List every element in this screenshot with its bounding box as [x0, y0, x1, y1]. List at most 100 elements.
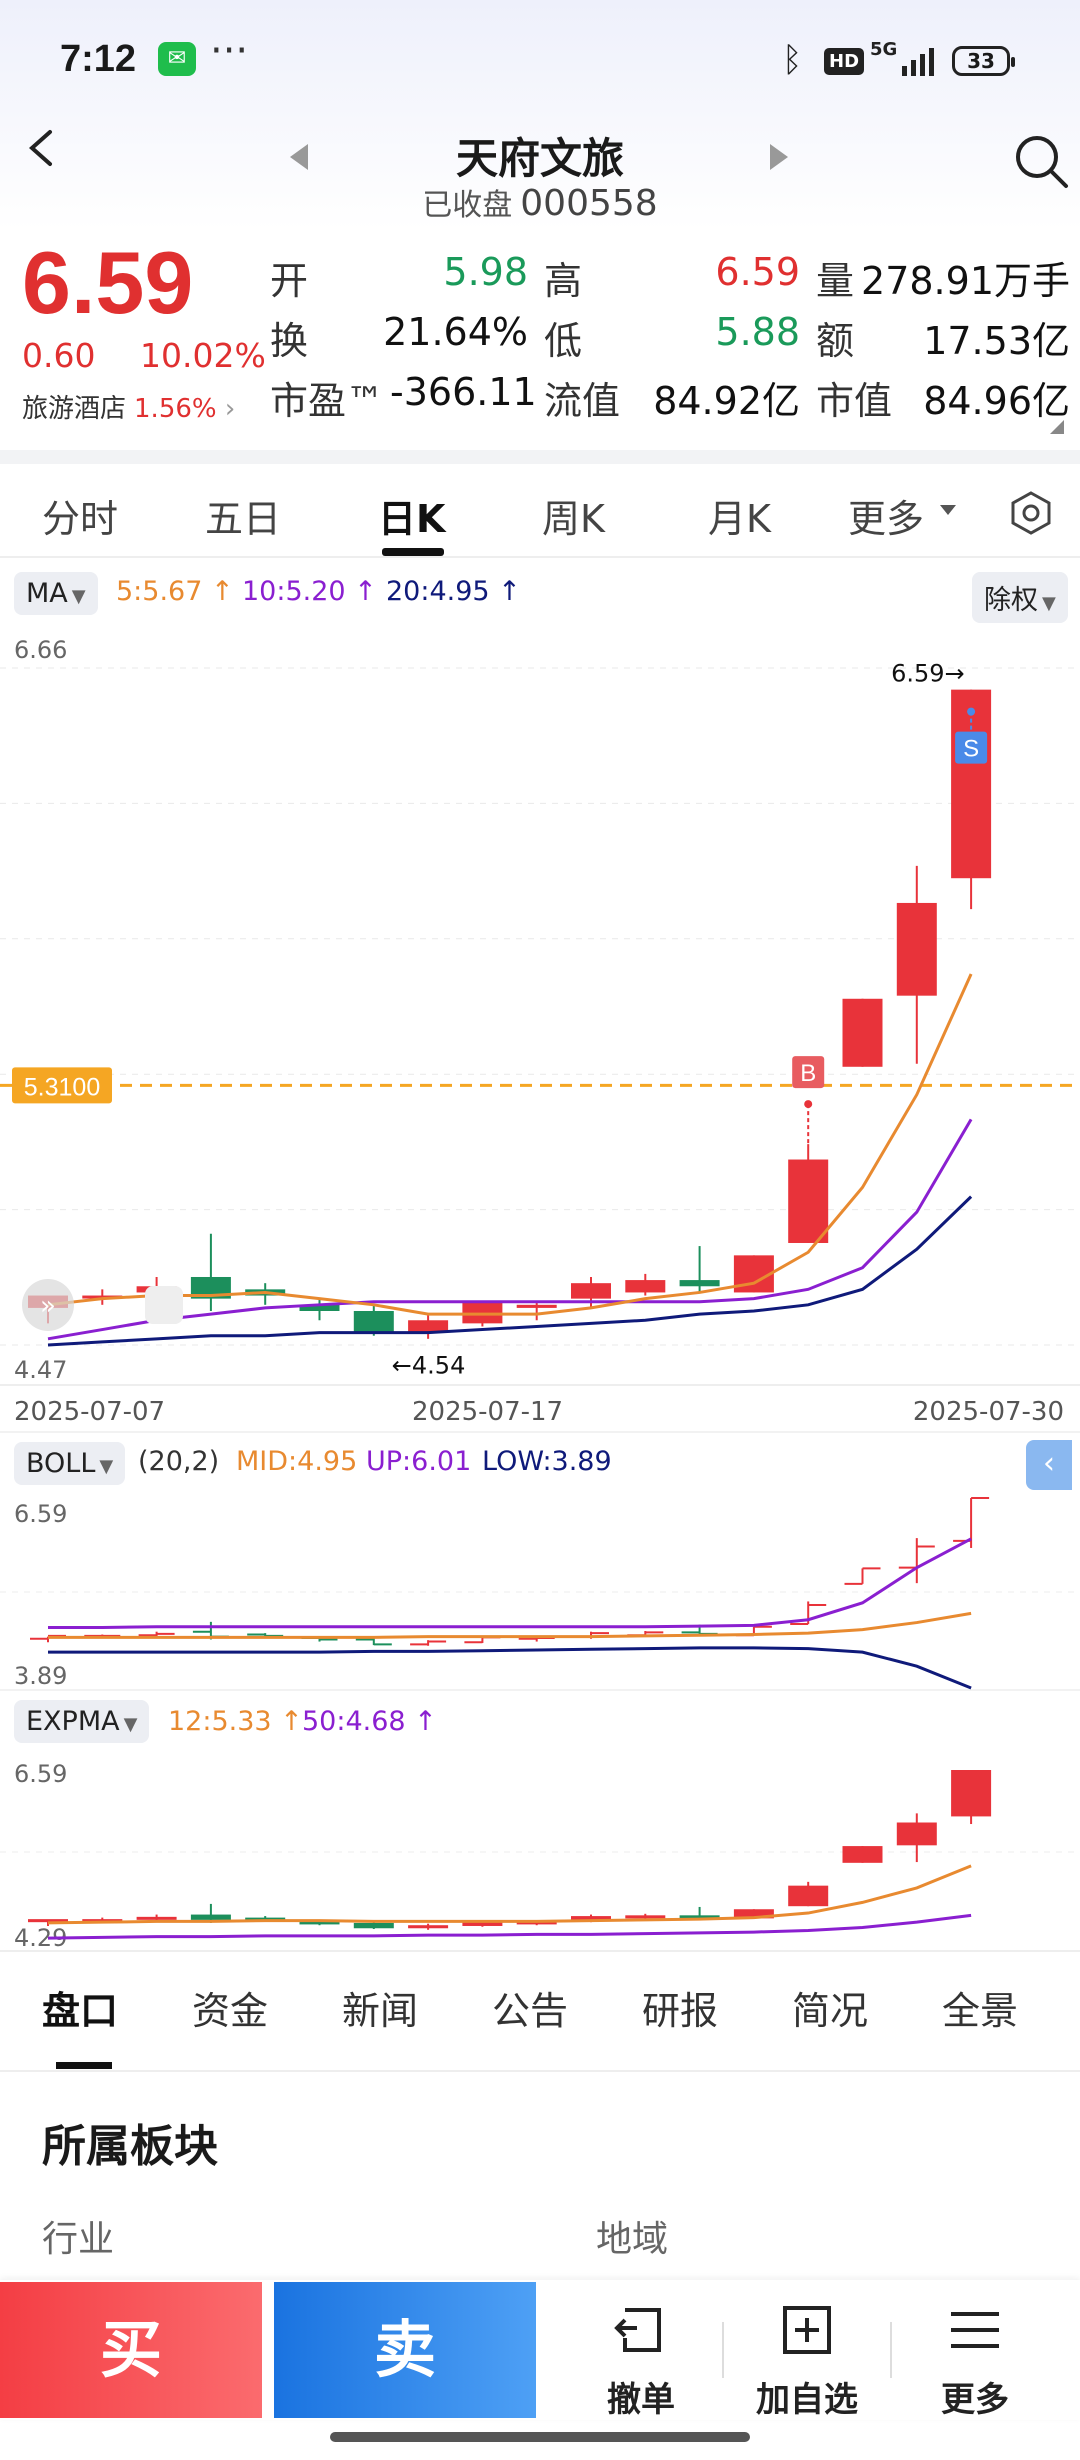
more-actions-button[interactable]: 更多 [900, 2300, 1050, 2421]
industry-label: 行业 [42, 2219, 115, 2260]
sell-button[interactable]: 卖 [274, 2282, 536, 2418]
candle-body [842, 998, 883, 1067]
quote-value-amount: 17.53亿 [923, 319, 1070, 363]
tab-day-k[interactable]: 日K [378, 497, 446, 541]
sector-name: 旅游酒店 [22, 394, 127, 424]
boll-mid: MID:4.95 [236, 1446, 358, 1477]
quote-label-turnover: 换 [270, 319, 309, 363]
x-label-start: 2025-07-07 [14, 1397, 165, 1427]
kline-chart[interactable]: 5.3100 6.66 4.47 6.59→ ←4.54 B S » 2025-07-07 202… [0, 630, 1080, 1950]
cancel-order-button[interactable]: 撤单 [566, 2300, 716, 2421]
section-title: 所属板块 [42, 2121, 218, 2172]
quote-label-high: 高 [544, 259, 583, 303]
x-label-end: 2025-07-30 [913, 1397, 1064, 1427]
ma5-line [47, 973, 973, 1316]
expma-candle-body [679, 1915, 720, 1919]
expma-candle-body [951, 1770, 992, 1817]
btab-announcement[interactable]: 公告 [492, 1989, 569, 2033]
expand-corner-icon[interactable] [1050, 420, 1064, 434]
candle-body [408, 1320, 449, 1333]
buy-button[interactable]: 买 [0, 2282, 262, 2418]
expma50-line [47, 1913, 972, 1940]
double-chevron-icon: » [40, 1291, 56, 1321]
quote-value-pe: -366.11 [390, 370, 537, 414]
marker-badge [955, 731, 988, 764]
expma-candle-body [733, 1909, 774, 1919]
btab-profile[interactable]: 简况 [792, 1989, 869, 2033]
btab-overview[interactable]: 全景 [942, 1989, 1019, 2033]
marker-dot [804, 1100, 813, 1109]
boll-up: UP:6.01 [366, 1446, 472, 1477]
back-arrow-icon[interactable] [22, 128, 62, 168]
high-label: 6.59→ [891, 660, 965, 688]
tab-month-k[interactable]: 月K [708, 497, 771, 541]
candle-body [788, 1159, 829, 1243]
quote-label-open: 开 [270, 259, 309, 303]
expma-candle-body [28, 1919, 68, 1923]
boll-indicator-select[interactable]: BOLL ▼ [14, 1442, 126, 1485]
expma-y-top: 6.59 [14, 1760, 67, 1788]
tab-divider [0, 556, 1080, 558]
tab-five-day[interactable]: 五日 [205, 497, 282, 541]
next-stock-icon[interactable] [770, 144, 788, 170]
boll-mid-line [48, 1611, 972, 1639]
settings-icon[interactable] [1008, 490, 1054, 536]
quote-value-float-cap: 84.92亿 [653, 379, 800, 423]
region-label: 地域 [596, 2219, 669, 2260]
status-more-icon: ··· [210, 28, 249, 74]
boll-params: (20,2) [138, 1446, 220, 1477]
btab-panel[interactable]: 盘口 [42, 1989, 119, 2033]
market-status: 已收盘 [422, 188, 513, 223]
prev-stock-icon[interactable] [290, 144, 308, 170]
expma-candle-body [136, 1916, 177, 1920]
wechat-notification-icon: ✉ [158, 42, 196, 76]
y-max-label: 6.66 [14, 636, 67, 664]
ma-indicator-select[interactable]: MA ▼ [14, 572, 98, 615]
boll-low: LOW:3.89 [482, 1446, 612, 1477]
btab-research[interactable]: 研报 [642, 1989, 719, 2033]
candle-body [625, 1280, 666, 1293]
tab-week-k[interactable]: 周K [542, 497, 605, 541]
hd-badge: HD [824, 48, 865, 75]
candle-body [462, 1301, 503, 1324]
reference-badge [12, 1067, 112, 1104]
expma-candle-body [625, 1915, 666, 1919]
candle-body [571, 1283, 611, 1299]
btab-funds[interactable]: 资金 [192, 1989, 269, 2033]
search-icon[interactable] [1012, 132, 1070, 190]
quote-label-pe: 市盈™ [270, 379, 385, 423]
quote-label-low: 低 [544, 319, 583, 363]
collapse-panel-button[interactable]: ‹ [1026, 1440, 1072, 1490]
expma-indicator-select[interactable]: EXPMA ▼ [14, 1700, 150, 1743]
expma-candle-body [842, 1846, 883, 1863]
marker-label: B [800, 1060, 816, 1087]
adjust-select[interactable]: 除权 ▼ [972, 572, 1068, 623]
low-label: ←4.54 [392, 1352, 466, 1380]
add-watchlist-button[interactable]: 加自选 [732, 2300, 882, 2421]
ma20-line [47, 1195, 973, 1347]
status-time: 7:12 [60, 38, 137, 80]
btab-news[interactable]: 新闻 [342, 1989, 419, 2033]
expma-candle-body [299, 1921, 340, 1925]
candle-body [299, 1304, 340, 1311]
tab-timeshare[interactable]: 分时 [42, 497, 119, 541]
quote-value-market-cap: 84.96亿 [923, 379, 1070, 423]
expand-left-icon [22, 1279, 74, 1331]
sector-link[interactable]: 旅游酒店 1.56% › [22, 388, 235, 425]
header-background [0, 0, 1080, 230]
btab-divider [0, 2070, 1080, 2072]
tab-more[interactable]: 更多 [848, 497, 925, 541]
expma-candle-body [245, 1917, 286, 1921]
candle-body [190, 1276, 231, 1299]
quote-value-turnover: 21.64% [383, 310, 528, 354]
ma10-value: 10:5.20 ↑ [242, 576, 377, 607]
boll-y-bottom: 3.89 [14, 1662, 67, 1690]
add-box-icon [783, 2306, 831, 2354]
cancel-order-label: 撤单 [607, 2380, 675, 2420]
y-min-label: 4.47 [14, 1356, 67, 1384]
expma-candle-body [571, 1916, 611, 1920]
more-actions-label: 更多 [941, 2380, 1009, 2420]
marker-badge [792, 1056, 825, 1089]
chart-bottom-divider [0, 1950, 1080, 1952]
stock-code: 000558 [520, 183, 658, 224]
